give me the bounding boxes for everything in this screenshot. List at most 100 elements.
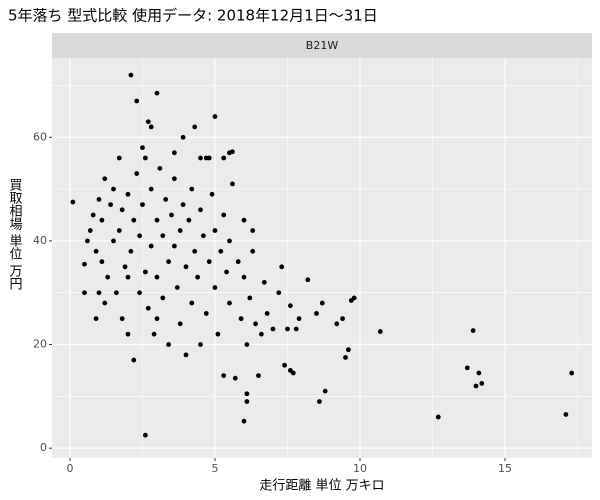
point	[296, 316, 302, 322]
point	[125, 191, 131, 197]
point	[140, 145, 145, 151]
point	[131, 217, 137, 223]
y-tick-label: 20	[33, 338, 47, 351]
point	[244, 391, 250, 397]
point	[377, 329, 383, 334]
point	[247, 295, 253, 301]
point	[102, 176, 108, 182]
point	[250, 248, 256, 254]
point	[99, 217, 105, 223]
point	[270, 326, 276, 332]
point	[154, 90, 160, 96]
point	[128, 248, 134, 254]
point	[93, 248, 99, 254]
point	[285, 326, 290, 332]
point	[244, 342, 250, 347]
point	[209, 191, 215, 197]
point	[241, 418, 247, 424]
point	[212, 114, 218, 119]
point	[276, 290, 282, 296]
y-tick-label: 40	[33, 234, 47, 247]
point	[334, 321, 340, 327]
point	[134, 171, 140, 176]
point	[171, 176, 177, 182]
point	[96, 290, 102, 296]
point	[314, 311, 319, 316]
point	[224, 269, 229, 275]
point	[169, 212, 174, 218]
point	[227, 300, 232, 306]
y-axis-label: 買取相場 単位 万円	[7, 178, 23, 291]
point	[345, 347, 351, 353]
x-tick-label: 0	[66, 462, 73, 475]
point	[241, 217, 247, 223]
point	[195, 274, 200, 280]
point	[180, 202, 186, 208]
point	[84, 238, 90, 244]
point	[264, 311, 270, 316]
point	[206, 259, 212, 265]
point	[171, 243, 177, 249]
point	[435, 414, 441, 420]
point	[113, 290, 119, 296]
chart-title: 5年落ち 型式比較 使用データ: 2018年12月1日～31日	[8, 7, 378, 25]
point	[180, 134, 186, 140]
point	[87, 228, 93, 233]
point	[203, 311, 209, 316]
point	[221, 155, 227, 161]
point	[160, 233, 166, 239]
point	[125, 274, 131, 280]
point	[82, 261, 87, 267]
point	[479, 380, 485, 386]
point	[166, 342, 171, 347]
point	[148, 186, 154, 192]
point	[316, 399, 322, 404]
panel	[52, 58, 592, 458]
point	[148, 124, 154, 130]
point	[148, 243, 154, 249]
point	[244, 399, 250, 404]
point	[476, 370, 482, 376]
point	[221, 373, 227, 379]
y-tick-label: 60	[33, 130, 47, 143]
point	[569, 370, 575, 376]
point	[137, 290, 142, 296]
point	[108, 202, 113, 208]
point	[198, 342, 203, 347]
point	[183, 264, 189, 270]
point	[340, 316, 345, 322]
point	[177, 228, 183, 233]
x-tick-label: 10	[353, 462, 367, 475]
point	[238, 316, 244, 322]
point	[464, 365, 470, 371]
x-tick-label: 15	[498, 462, 512, 475]
point	[221, 212, 227, 218]
point	[137, 233, 142, 239]
point	[151, 331, 157, 337]
point	[343, 355, 348, 360]
point	[122, 264, 128, 270]
point	[192, 124, 198, 130]
point	[70, 199, 76, 205]
point	[232, 375, 238, 381]
point	[128, 72, 134, 78]
point	[198, 155, 203, 161]
point	[319, 300, 325, 306]
point	[189, 186, 195, 192]
point	[119, 316, 125, 322]
point	[140, 202, 145, 208]
point	[186, 217, 192, 223]
point	[125, 331, 131, 337]
point	[305, 277, 311, 283]
point	[119, 207, 125, 213]
point	[206, 155, 212, 161]
facet-label: B21W	[306, 39, 339, 52]
point	[279, 264, 285, 270]
point	[99, 259, 105, 265]
point	[229, 181, 235, 187]
point	[258, 331, 264, 337]
point	[102, 300, 108, 306]
point	[134, 98, 140, 104]
point	[116, 228, 122, 233]
